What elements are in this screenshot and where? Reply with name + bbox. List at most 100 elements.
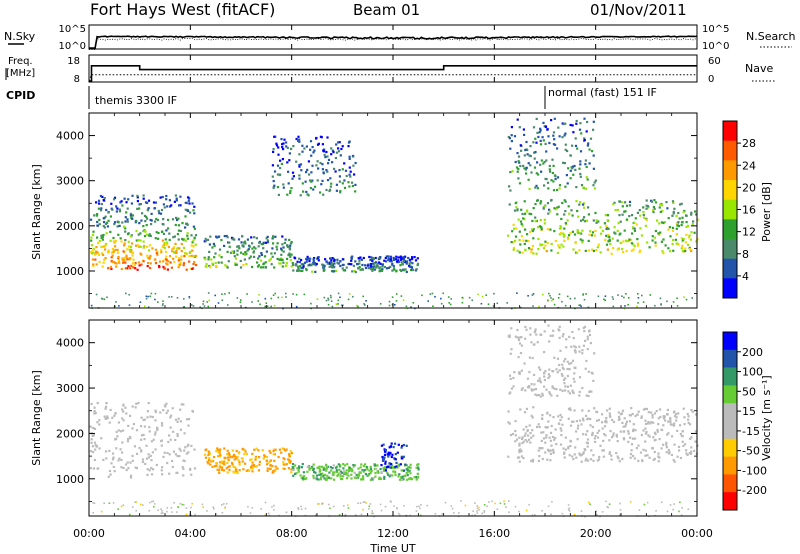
echo-cell	[127, 198, 130, 201]
echo-cell	[530, 228, 534, 231]
echo-cell	[128, 293, 130, 296]
echo-cell	[379, 303, 382, 305]
echo-cell	[188, 197, 191, 200]
echo-cell	[117, 508, 119, 510]
echo-cell	[406, 478, 409, 481]
echo-cell	[167, 218, 170, 221]
echo-cell	[599, 444, 602, 447]
echo-cell	[124, 267, 127, 270]
echo-cell	[207, 256, 210, 259]
echo-cell	[612, 203, 615, 206]
echo-cell	[526, 440, 529, 443]
echo-cell	[563, 456, 566, 459]
echo-cell	[584, 220, 587, 223]
echo-cell	[478, 506, 480, 509]
echo-cell	[176, 511, 178, 513]
echo-cell	[581, 203, 585, 206]
echo-cell	[237, 459, 240, 462]
echo-cell	[287, 458, 290, 461]
echo-cell	[582, 452, 585, 455]
echo-cell	[549, 431, 553, 434]
echo-cell	[136, 194, 139, 197]
echo-cell	[536, 161, 539, 164]
echo-cell	[540, 159, 543, 162]
echo-cell	[193, 467, 197, 470]
echo-cell	[341, 168, 344, 171]
echo-cell	[295, 137, 298, 141]
echo-cell	[647, 434, 650, 437]
echo-cell	[594, 440, 597, 443]
echo-cell	[130, 234, 133, 237]
echo-cell	[538, 455, 541, 458]
echo-cell	[597, 243, 600, 246]
echo-cell	[619, 220, 622, 223]
echo-cell	[282, 307, 284, 310]
echo-cell	[168, 255, 172, 258]
echo-cell	[328, 262, 331, 265]
echo-cell	[100, 437, 103, 440]
echo-cell	[97, 199, 101, 202]
echo-cell	[285, 448, 288, 451]
echo-cell	[287, 453, 291, 456]
noise-search-series	[89, 38, 698, 50]
echo-cell	[584, 339, 587, 342]
echo-cell	[561, 136, 564, 139]
echo-cell	[375, 261, 378, 264]
echo-cell	[194, 254, 197, 257]
echo-cell	[184, 215, 187, 218]
echo-cell	[621, 421, 624, 424]
echo-cell	[272, 186, 275, 189]
echo-cell	[160, 508, 162, 510]
echo-cell	[158, 264, 161, 268]
echo-cell	[298, 261, 302, 264]
echo-cell	[352, 264, 355, 267]
echo-cell	[521, 437, 524, 440]
echo-cell	[578, 345, 581, 348]
echo-cell	[335, 303, 338, 305]
echo-cell	[540, 228, 543, 231]
echo-cell	[164, 238, 167, 241]
echo-cell	[611, 237, 614, 240]
echo-cell	[231, 250, 234, 253]
echo-cell	[537, 366, 541, 369]
echo-cell	[271, 471, 274, 474]
echo-cell	[549, 414, 552, 417]
echo-cell	[157, 509, 159, 511]
echo-cell	[695, 213, 698, 216]
echo-cell	[352, 295, 354, 298]
echo-cell	[405, 468, 408, 471]
echo-cell	[507, 234, 510, 237]
echo-cell	[202, 506, 204, 508]
echo-cell	[693, 449, 696, 452]
echo-cell	[94, 258, 97, 261]
echo-cell	[558, 246, 561, 249]
echo-cell	[389, 451, 392, 454]
echo-cell	[271, 247, 274, 250]
echo-cell	[284, 238, 287, 241]
echo-cell	[91, 434, 94, 437]
echo-cell	[282, 467, 285, 470]
echo-cell	[618, 200, 621, 203]
echo-cell	[530, 248, 533, 251]
echo-cell	[393, 457, 396, 460]
echo-cell	[521, 251, 524, 254]
echo-cell	[637, 297, 640, 299]
echo-cell	[657, 460, 660, 463]
echo-cell	[655, 510, 657, 512]
echo-cell	[592, 154, 595, 157]
echo-cell	[344, 513, 347, 516]
echo-cell	[277, 153, 280, 156]
echo-cell	[533, 151, 536, 154]
echo-cell	[690, 450, 693, 453]
echo-cell	[382, 443, 385, 446]
echo-cell	[589, 417, 592, 421]
echo-cell	[225, 467, 228, 470]
echo-cell	[206, 460, 209, 463]
echo-cell	[311, 270, 314, 273]
echo-cell	[535, 333, 538, 336]
echo-cell	[513, 227, 516, 230]
echo-cell	[667, 228, 670, 231]
echo-cell	[141, 458, 145, 461]
echo-cell	[558, 422, 561, 425]
echo-cell	[619, 241, 622, 245]
